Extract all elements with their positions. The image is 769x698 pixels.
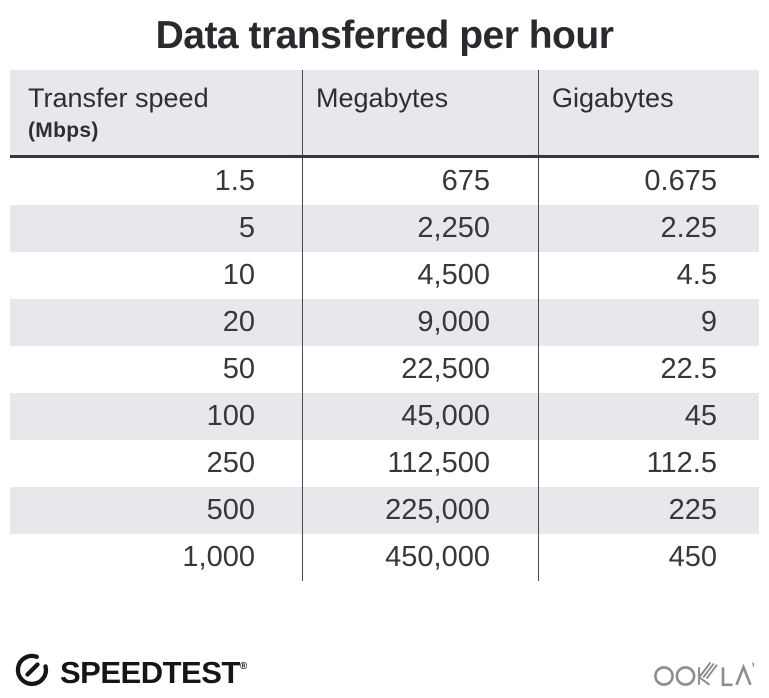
registered-trademark-mark: ® <box>239 661 248 672</box>
cell-gigabytes: 450 <box>538 534 759 581</box>
table-header-row: Transfer speed (Mbps) Megabytes Gigabyte… <box>10 70 759 158</box>
table-row: 10 4,500 4.5 <box>10 252 759 299</box>
cell-speed: 50 <box>222 353 255 385</box>
cell-megabytes: 675 <box>302 158 538 205</box>
cell-megabytes: 4,500 <box>302 252 538 299</box>
cell-speed: 1,000 <box>182 541 255 573</box>
cell-megabytes: 225,000 <box>302 487 538 534</box>
cell-gigabytes: 112.5 <box>538 440 759 487</box>
header-transfer-speed: Transfer speed (Mbps) <box>10 70 302 155</box>
cell-gigabytes: 0.675 <box>538 158 759 205</box>
cell-megabytes: 22,500 <box>302 346 538 393</box>
cell-gigabytes: 4.5 <box>538 252 759 299</box>
cell-gigabytes: 2.25 <box>538 205 759 252</box>
cell-megabytes: 450,000 <box>302 534 538 581</box>
table-row: 250 112,500 112.5 <box>10 440 759 487</box>
cell-speed: 250 <box>206 447 255 479</box>
cell-speed: 1.5 <box>214 165 255 197</box>
cell-megabytes: 9,000 <box>302 299 538 346</box>
header-megabytes: Megabytes <box>302 70 538 155</box>
header-mbps-unit: (Mbps) <box>28 119 99 142</box>
table-row: 50 22,500 22.5 <box>10 346 759 393</box>
page-title: Data transferred per hour <box>155 14 614 57</box>
cell-gigabytes: 9 <box>538 299 759 346</box>
cell-speed: 5 <box>238 212 255 244</box>
cell-gigabytes: 45 <box>538 393 759 440</box>
speedtest-logo: SPEEDTEST® <box>14 649 247 691</box>
table-body: 1.5 675 0.675 5 2,250 2.25 10 4,500 4.5 … <box>10 158 759 581</box>
header-transfer-speed-label: Transfer speed <box>28 83 209 113</box>
header-gigabytes: Gigabytes <box>538 70 759 155</box>
cell-gigabytes: 225 <box>538 487 759 534</box>
ookla-logo <box>653 656 757 695</box>
data-table: Transfer speed (Mbps) Megabytes Gigabyte… <box>10 70 759 581</box>
cell-speed: 10 <box>222 259 255 291</box>
table-row: 100 45,000 45 <box>10 393 759 440</box>
table-row: 5 2,250 2.25 <box>10 205 759 252</box>
cell-gigabytes: 22.5 <box>538 346 759 393</box>
table-row: 1,000 450,000 450 <box>10 534 759 581</box>
cell-speed: 20 <box>222 306 255 338</box>
speedtest-gauge-icon <box>14 652 50 688</box>
speedtest-wordmark: SPEEDTEST® <box>60 655 248 690</box>
ookla-wordmark-icon <box>653 656 757 690</box>
table-row: 20 9,000 9 <box>10 299 759 346</box>
cell-megabytes: 112,500 <box>302 440 538 487</box>
table-row: 500 225,000 225 <box>10 487 759 534</box>
cell-megabytes: 45,000 <box>302 393 538 440</box>
cell-megabytes: 2,250 <box>302 205 538 252</box>
cell-speed: 100 <box>206 400 255 432</box>
cell-speed: 500 <box>206 494 255 526</box>
table-row: 1.5 675 0.675 <box>10 158 759 205</box>
